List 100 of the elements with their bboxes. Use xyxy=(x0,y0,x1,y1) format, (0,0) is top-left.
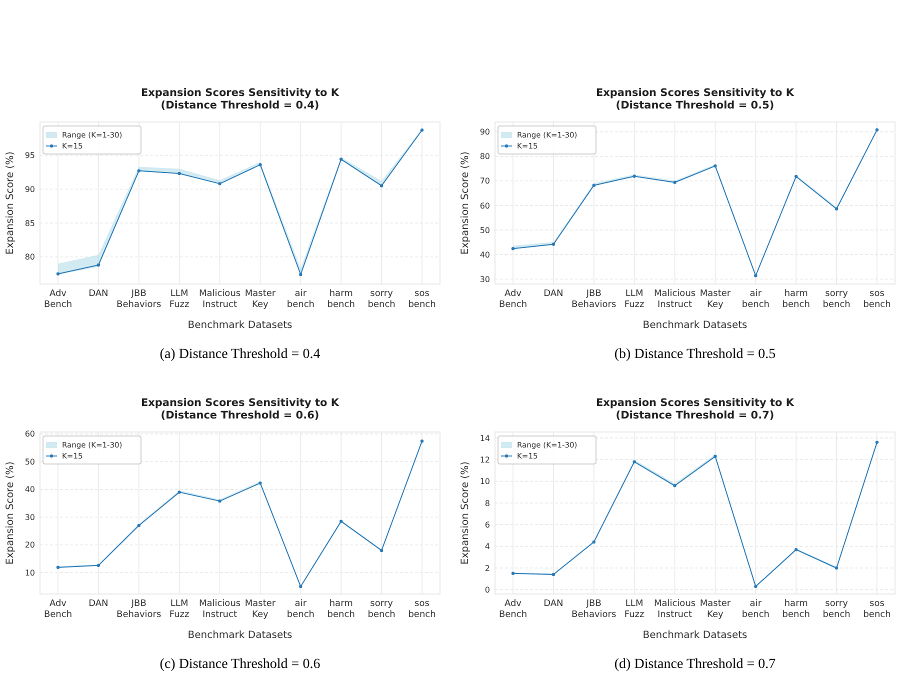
y-tick-label: 10 xyxy=(480,477,490,486)
text: (c) Distance Threshold = 0.6 xyxy=(160,657,320,672)
x-tick-label: air bench xyxy=(286,289,314,310)
point xyxy=(714,164,717,168)
x-tick-label: JBB Behaviors xyxy=(572,289,617,310)
x-tick-label: DAN xyxy=(88,289,108,299)
chart-title: Expansion Scores Sensitivity to K (Distance Threshold = 0.6) xyxy=(140,397,340,422)
point xyxy=(420,440,424,443)
x-tick-label: DAN xyxy=(544,599,564,609)
point xyxy=(834,207,838,210)
x-tick-label: LLM Fuzz xyxy=(169,599,190,620)
point xyxy=(552,572,556,576)
x-tick-label: JBB Behaviors xyxy=(572,599,617,620)
point xyxy=(714,454,717,458)
y-tick-label: 4 xyxy=(484,542,490,552)
x-tick-label: Malicious Instruct xyxy=(654,599,696,620)
y-tick-label: 90 xyxy=(24,184,35,194)
x-tick-label: Malicious Instruct xyxy=(198,599,241,620)
text: (a) Distance Threshold = 0.4 xyxy=(160,347,320,362)
y-axis-title: Expansion Score (%) xyxy=(5,461,16,565)
point xyxy=(511,247,515,250)
point xyxy=(380,184,384,188)
x-tick-label: sorry bench xyxy=(368,599,396,620)
chart-title: Expansion Scores Sensitivity to K (Distance Threshold = 0.5) xyxy=(596,87,795,112)
x-tick-label: Master Key xyxy=(700,289,731,310)
y-tick-label: 90 xyxy=(480,128,490,137)
x-tick-label: JBB Behaviors xyxy=(116,289,162,310)
point xyxy=(56,566,60,569)
x-tick-label: Master Key xyxy=(244,289,276,310)
x-tick-label: JBB Behaviors xyxy=(116,599,162,620)
text: (d) Distance Threshold = 0.7 xyxy=(614,657,776,672)
point xyxy=(56,272,60,276)
y-tick-label: 60 xyxy=(480,201,490,210)
y-tick-label: 80 xyxy=(24,252,35,262)
x-tick-label: harm bench xyxy=(782,599,810,620)
point xyxy=(834,566,838,570)
x-tick-label: harm bench xyxy=(327,599,355,620)
point xyxy=(340,520,343,523)
x-tick-label: air bench xyxy=(286,599,314,620)
x-axis-title: Benchmark Datasets xyxy=(642,630,748,641)
y-tick-label: 70 xyxy=(480,176,490,186)
point xyxy=(96,263,100,267)
y-tick-label: 95 xyxy=(24,151,35,160)
x-tick-label: sos bench xyxy=(408,289,436,310)
point xyxy=(754,274,758,278)
point xyxy=(258,163,262,166)
point xyxy=(632,174,636,178)
x-tick-label: sorry bench xyxy=(368,289,396,310)
x-tick-label: Master Key xyxy=(244,599,276,620)
y-tick-label: 10 xyxy=(24,568,35,578)
point xyxy=(137,524,140,528)
y-axis-title: Expansion Score (%) xyxy=(460,461,471,565)
point xyxy=(794,174,798,178)
point xyxy=(673,484,676,488)
point xyxy=(299,584,302,588)
point xyxy=(96,564,100,568)
point xyxy=(632,460,636,464)
x-tick-label: sos bench xyxy=(863,599,891,620)
point xyxy=(380,548,384,552)
y-tick-label: 8 xyxy=(484,498,490,508)
point xyxy=(552,242,556,246)
y-tick-label: 50 xyxy=(24,457,35,466)
point xyxy=(218,499,222,503)
y-tick-label: 30 xyxy=(480,274,490,284)
x-tick-label: air bench xyxy=(742,289,770,310)
x-tick-label: Adv Bench xyxy=(44,289,72,310)
point xyxy=(754,584,758,588)
y-axis-title: Expansion Score (%) xyxy=(5,151,16,255)
chart-title: Expansion Scores Sensitivity to K (Distance Threshold = 0.4) xyxy=(140,87,340,112)
point xyxy=(420,128,424,132)
y-tick-label: 14 xyxy=(480,434,490,443)
y-tick-label: 80 xyxy=(480,152,490,162)
y-tick-label: 6 xyxy=(484,520,490,530)
x-tick-label: harm bench xyxy=(782,289,810,310)
x-tick-label: Adv Bench xyxy=(44,599,72,620)
point xyxy=(511,572,515,576)
point xyxy=(258,481,262,485)
x-tick-label: sos bench xyxy=(408,599,436,620)
point xyxy=(875,128,879,132)
point xyxy=(137,169,140,172)
x-tick-label: sorry bench xyxy=(822,599,850,620)
point xyxy=(592,184,596,187)
point xyxy=(340,158,343,161)
y-tick-label: 20 xyxy=(24,540,35,550)
point xyxy=(299,272,302,276)
y-tick-label: 30 xyxy=(24,512,35,522)
x-tick-label: harm bench xyxy=(327,289,355,310)
x-axis-title: Benchmark Datasets xyxy=(188,320,292,331)
text: (b) Distance Threshold = 0.5 xyxy=(614,347,776,362)
x-tick-label: air bench xyxy=(742,599,770,620)
y-tick-label: 12 xyxy=(480,455,490,464)
x-tick-label: sorry bench xyxy=(822,289,850,310)
point xyxy=(178,490,181,494)
point xyxy=(673,180,676,184)
y-tick-label: 40 xyxy=(24,485,35,494)
x-tick-label: sos bench xyxy=(863,289,891,310)
x-tick-label: LLM Fuzz xyxy=(624,289,645,310)
chart-title: Expansion Scores Sensitivity to K (Distance Threshold = 0.7) xyxy=(596,397,795,422)
x-tick-label: LLM Fuzz xyxy=(169,289,190,310)
x-tick-label: Adv Bench xyxy=(498,599,528,620)
